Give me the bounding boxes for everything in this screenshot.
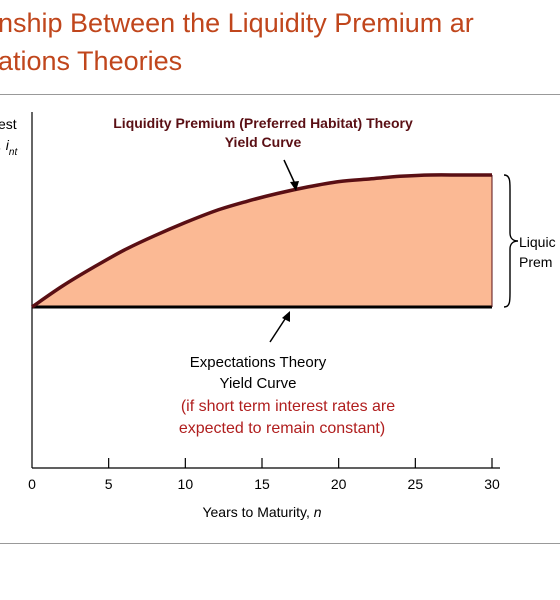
x-ticks — [108, 458, 493, 468]
x-tick-label-0: 0 — [28, 476, 36, 492]
y-axis-label-line-2: , int — [0, 137, 18, 158]
x-axis-label-text: Years to Maturity, — [202, 504, 313, 520]
lp-label-line-2: Yield Curve — [225, 134, 302, 150]
y-axis-label-subscript: nt — [9, 147, 19, 158]
y-axis-label-symbol: , i — [0, 137, 10, 153]
x-tick-label-5: 5 — [105, 476, 113, 492]
lp-label-arrowhead — [290, 181, 299, 191]
liquidity-premium-area — [32, 174, 492, 307]
constant-rates-note-line-2: expected to remain constant) — [179, 420, 385, 437]
et-label-arrowhead — [282, 311, 290, 322]
premium-brace — [503, 174, 519, 308]
x-axis-label: Years to Maturity, n — [202, 504, 321, 520]
et-label-line-2: Yield Curve — [220, 375, 297, 392]
x-tick-label-15: 15 — [254, 476, 270, 492]
y-axis-label-line-1: est — [0, 116, 17, 132]
bottom-divider — [0, 543, 560, 544]
x-axis-label-var: n — [314, 504, 322, 520]
brace-label-line-1: Liquic — [519, 234, 556, 250]
lp-label-line-1: Liquidity Premium (Preferred Habitat) Th… — [113, 115, 413, 131]
et-label-arrow — [269, 315, 288, 343]
x-tick-label-20: 20 — [331, 476, 347, 492]
x-tick-label-30: 30 — [484, 476, 500, 492]
x-tick-label-10: 10 — [178, 476, 194, 492]
top-divider — [0, 94, 560, 95]
liquidity-premium-curve — [31, 173, 492, 309]
brace-label-line-2: Prem — [519, 254, 552, 270]
slide-title: nship Between the Liquidity Premium ar a… — [0, 0, 560, 90]
slide-title-line-1: nship Between the Liquidity Premium ar — [0, 8, 474, 38]
x-tick-label-25: 25 — [408, 476, 424, 492]
constant-rates-note-line-1: (if short term interest rates are — [181, 398, 395, 415]
et-label-line-1: Expectations Theory — [190, 354, 327, 371]
x-tick-labels: 0 5 10 15 20 25 30 — [28, 476, 500, 492]
slide-title-line-2: ations Theories — [0, 46, 183, 76]
